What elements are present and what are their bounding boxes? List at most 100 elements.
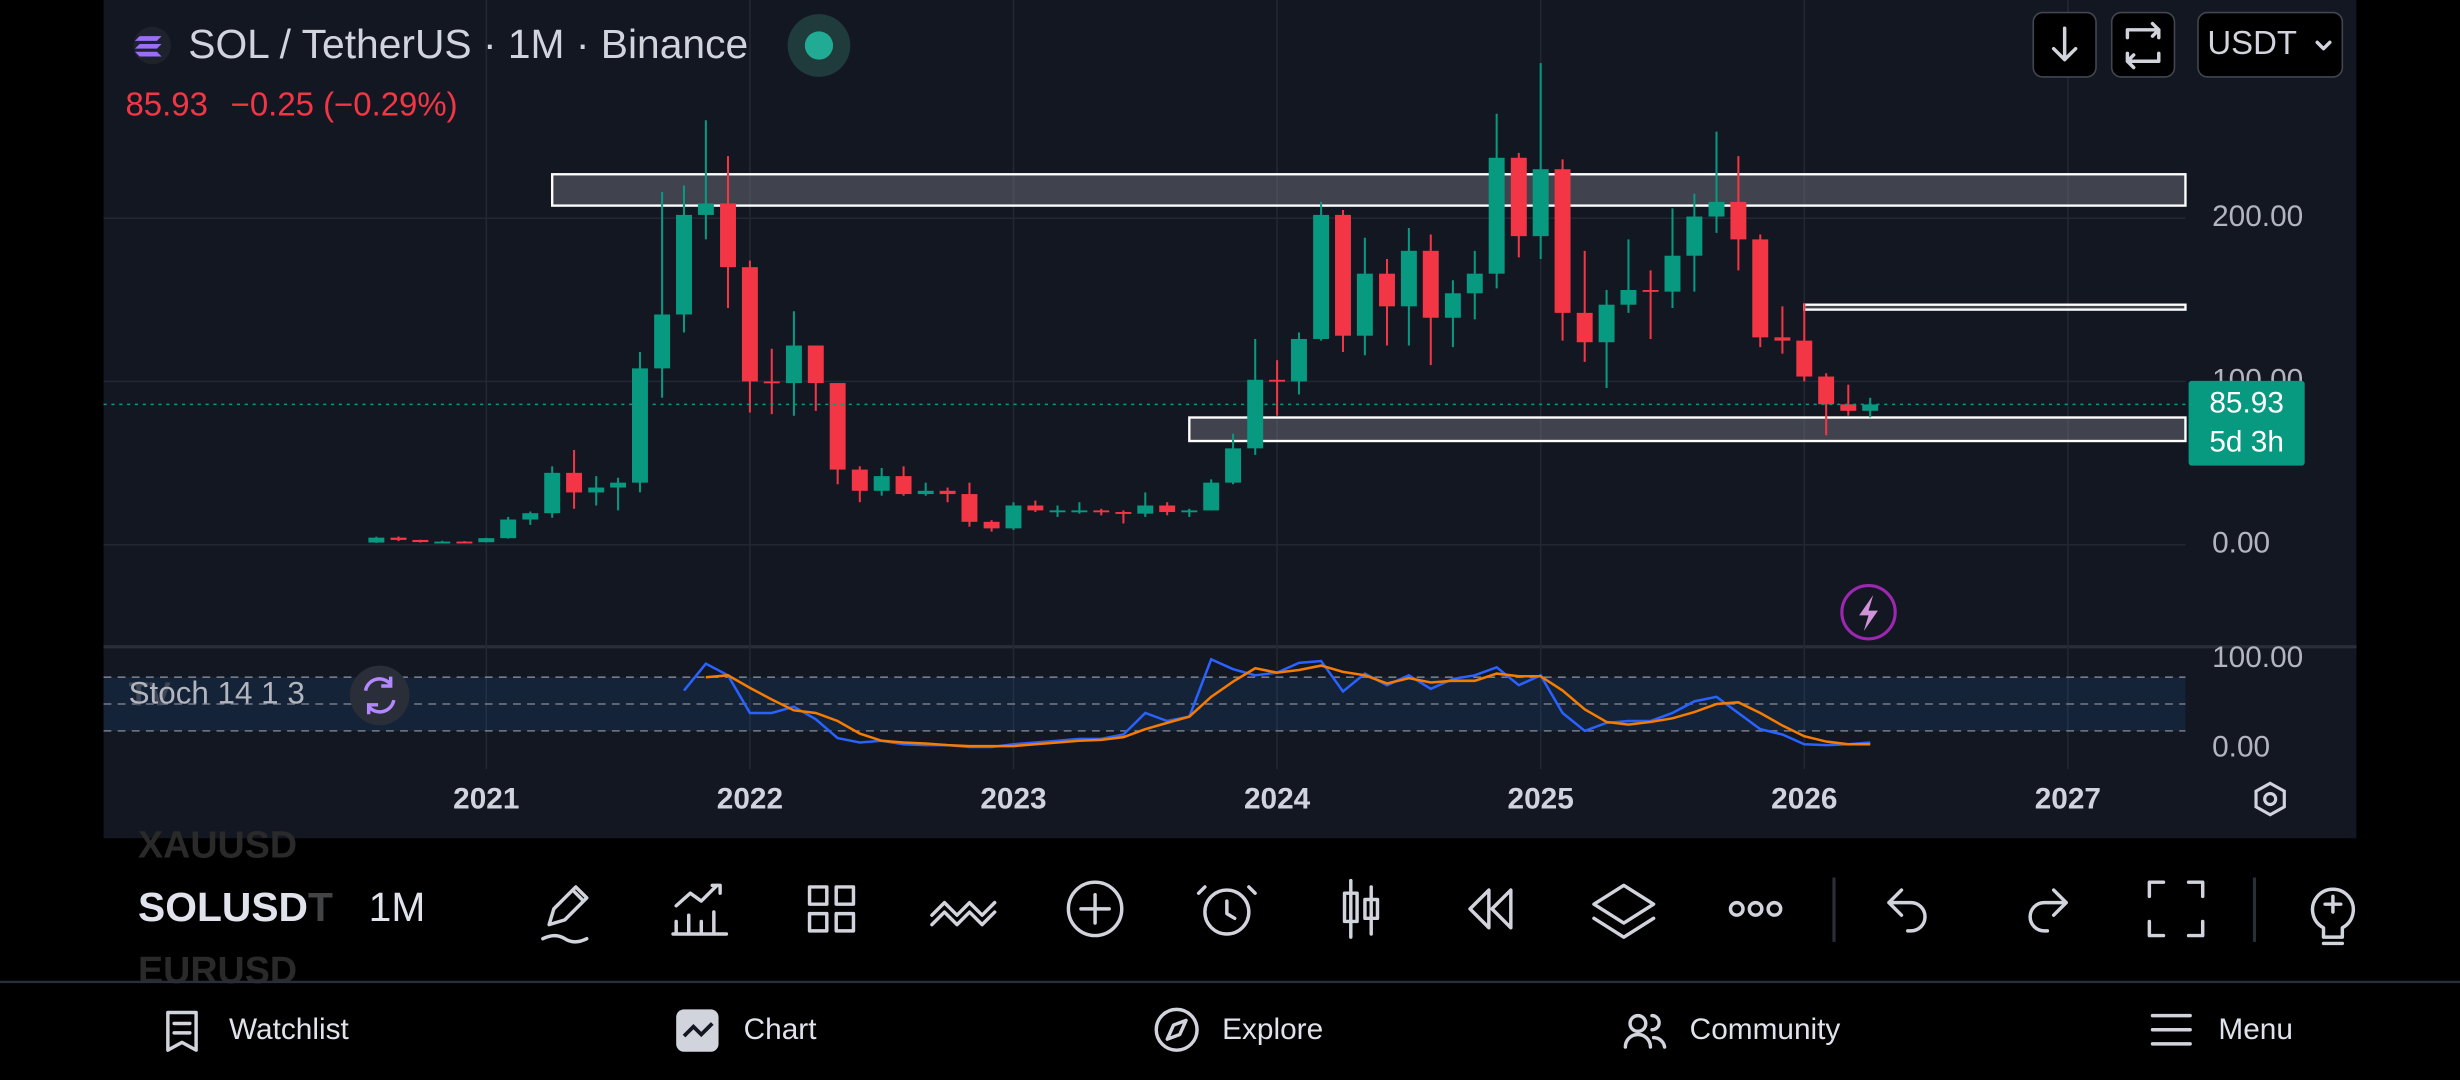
candle-body: [654, 314, 671, 369]
candle-body: [1686, 216, 1703, 256]
fullscreen-tool[interactable]: [2147, 880, 2205, 938]
candle-body: [478, 538, 495, 543]
symbol-option[interactable]: EURUSD: [138, 949, 297, 991]
x-tick-label: 2025: [1508, 782, 1574, 815]
candle-body: [895, 476, 912, 495]
indicators-tool[interactable]: [671, 883, 729, 936]
settings-button[interactable]: [2254, 781, 2286, 817]
indicator-tick-label: 0.00: [2212, 731, 2270, 764]
undo-tool[interactable]: [1887, 888, 1927, 933]
candle-body: [741, 267, 758, 382]
candle-body: [1620, 290, 1637, 305]
more-tool[interactable]: [1728, 900, 1783, 917]
x-tick-label: 2024: [1244, 782, 1311, 815]
symbol-logo-mark: [134, 36, 162, 57]
candle-body: [1840, 404, 1857, 411]
candle-body: [434, 541, 451, 544]
candle-body: [1269, 379, 1286, 382]
candle-body: [500, 519, 517, 539]
candle-body: [1818, 376, 1835, 405]
candle-body: [1598, 304, 1615, 343]
chart-type-tool[interactable]: [1342, 878, 1380, 939]
explore-icon: [1154, 1007, 1199, 1052]
alert-tool[interactable]: [1196, 885, 1257, 936]
candle-body: [412, 539, 429, 543]
currency-label: USDT: [2207, 24, 2297, 61]
candle-body: [368, 537, 385, 543]
candle-body: [1576, 312, 1593, 343]
symbol-selected[interactable]: SOLUSDT: [138, 884, 333, 930]
candle-body: [1335, 214, 1351, 336]
compare-button[interactable]: [2110, 11, 2176, 78]
candle-body: [1708, 201, 1725, 217]
replay-tool[interactable]: [1468, 888, 1513, 930]
candle-body: [1774, 337, 1791, 341]
market-status-dot: [804, 31, 834, 60]
lightning-icon: [1859, 594, 1878, 632]
chart-icon-line: [682, 1022, 714, 1038]
candle-body: [1642, 290, 1659, 292]
draw-tool[interactable]: [541, 885, 589, 944]
nav-label: Watchlist: [229, 1013, 349, 1046]
interval[interactable]: 1M: [369, 884, 426, 930]
download-icon: [2051, 26, 2078, 62]
lightning-button[interactable]: [1840, 583, 1897, 641]
add-tool[interactable]: [1066, 880, 1124, 938]
toolbar-edge: [2356, 838, 2460, 982]
candle-body: [763, 381, 780, 384]
price-change: −0.25 (−0.29%): [231, 85, 458, 122]
candle-body: [1290, 338, 1307, 382]
candle-body: [1225, 448, 1242, 483]
menu-icon: [2150, 1013, 2192, 1046]
nav-label: Chart: [744, 1013, 818, 1046]
layers-tool[interactable]: [1592, 883, 1656, 939]
candle-body: [522, 513, 539, 520]
candle-body: [588, 487, 605, 493]
candle-body: [631, 368, 648, 483]
nav-explore[interactable]: Explore: [1154, 1007, 1323, 1052]
x-tick-label: 2023: [980, 782, 1046, 815]
ideas-tool[interactable]: [2310, 887, 2356, 946]
layout-tool[interactable]: [807, 885, 856, 933]
indicator-name[interactable]: Stoch 14 1 3: [129, 676, 305, 711]
watermark: TV: [129, 676, 171, 713]
indicator-reload-button[interactable]: [349, 665, 410, 726]
candle-body: [1554, 169, 1571, 313]
candle-body: [1356, 273, 1373, 336]
candle-body: [1444, 293, 1461, 318]
candle-body: [939, 490, 956, 495]
plot: 0.00 100.00 200.00 2021 2022 2023 2024 2025 2026…: [103, 0, 2305, 815]
redo-tool: [2028, 888, 2068, 933]
watchlist-icon: [166, 1010, 198, 1052]
candle-body: [676, 214, 692, 315]
symbol-option[interactable]: XAUUSD: [138, 824, 297, 866]
settings-icon: [2263, 791, 2278, 807]
indicator-line: [705, 664, 1871, 748]
candle-body: [1510, 157, 1527, 237]
indicator-band: [103, 677, 2186, 731]
candle-body: [1137, 505, 1154, 514]
nav-chart[interactable]: Chart: [676, 1009, 818, 1052]
candle-body: [1664, 255, 1681, 292]
candle-body: [851, 469, 868, 491]
toolbar: XAUUSD SOLUSDT EURUSD 1M: [138, 824, 2460, 991]
nav-menu[interactable]: Menu: [2150, 1013, 2293, 1046]
countdown-label: 5d 3h: [2209, 426, 2284, 459]
symbol-fade: [307, 879, 343, 942]
trend-tool[interactable]: [930, 900, 997, 927]
candle-body: [610, 482, 627, 488]
zone: [1188, 416, 2187, 443]
currency-button[interactable]: [2197, 11, 2344, 78]
compare-icon: [2125, 21, 2161, 70]
nav-watchlist[interactable]: Watchlist: [166, 1010, 350, 1052]
candle-body: [1422, 250, 1439, 318]
candle-body: [961, 494, 978, 522]
x-tick-label: 2021: [453, 782, 519, 815]
nav-community[interactable]: Community: [1623, 1013, 1840, 1049]
candle-body: [720, 203, 736, 268]
y-tick-label: 0.00: [2212, 527, 2270, 560]
candle-body: [1049, 510, 1066, 513]
symbol-title[interactable]: SOL / TetherUS · 1M · Binance: [188, 21, 748, 67]
